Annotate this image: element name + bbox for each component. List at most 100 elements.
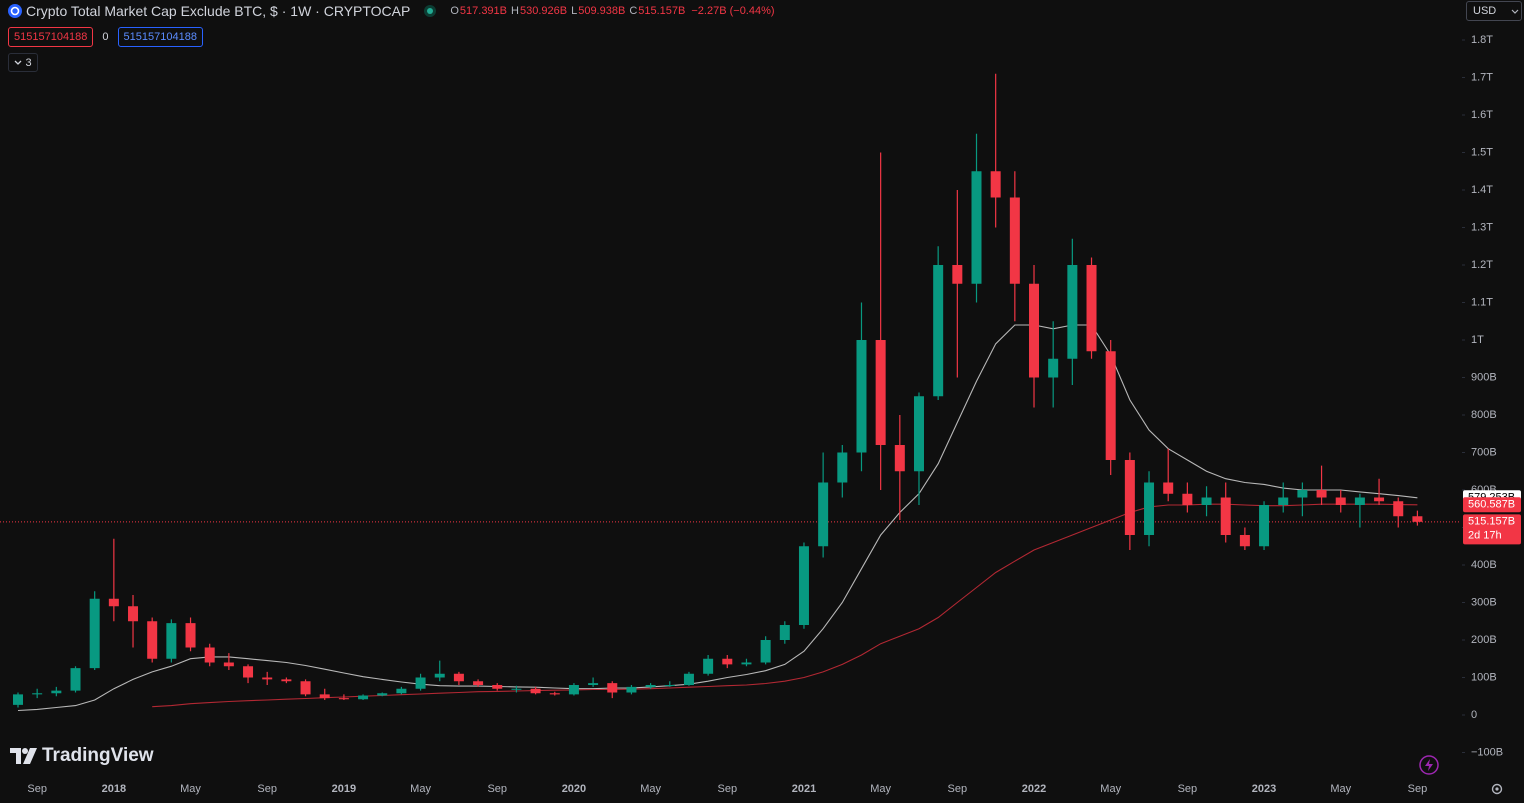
ohlc-key: O bbox=[450, 5, 459, 17]
lightning-button[interactable] bbox=[1419, 755, 1439, 775]
x-tick-label: 2020 bbox=[562, 783, 586, 795]
candle-body bbox=[722, 658, 733, 665]
input-box[interactable]: 515157104188 bbox=[117, 27, 203, 47]
input-value: 0 bbox=[102, 31, 109, 43]
x-tick-label: May bbox=[1330, 783, 1351, 795]
symbol-title[interactable]: Crypto Total Market Cap Exclude BTC, $ ·… bbox=[26, 3, 411, 19]
y-tick-label: 1.2T bbox=[1471, 259, 1493, 271]
candle-body bbox=[568, 684, 579, 695]
ohlc-value: 515.157B bbox=[638, 5, 686, 17]
y-tick-label: 1.6T bbox=[1471, 109, 1493, 121]
y-tick-label: 1.8T bbox=[1471, 34, 1493, 46]
candle-body bbox=[1009, 197, 1020, 284]
candle-body bbox=[51, 690, 62, 694]
x-tick-label: 2022 bbox=[1022, 783, 1046, 795]
candle-body bbox=[818, 482, 829, 547]
candle-body bbox=[377, 693, 388, 696]
candle-body bbox=[1335, 497, 1346, 505]
collapse-count: 3 bbox=[25, 56, 32, 69]
indicator-collapse[interactable]: 3 bbox=[8, 53, 38, 72]
x-tick-label: May bbox=[1100, 783, 1121, 795]
candle-body bbox=[856, 340, 867, 453]
y-tick-label: 1.1T bbox=[1471, 296, 1493, 308]
y-tick-label: 1.3T bbox=[1471, 221, 1493, 233]
price-tag bbox=[1463, 497, 1521, 513]
candle-body bbox=[1259, 504, 1270, 547]
candle-body bbox=[933, 265, 944, 397]
input-box[interactable]: 515157104188 bbox=[8, 27, 94, 47]
x-tick-label: Sep bbox=[487, 783, 507, 795]
candle-body bbox=[358, 695, 369, 700]
x-tick-label: Sep bbox=[1408, 783, 1428, 795]
y-tick-label: 1.7T bbox=[1471, 71, 1493, 83]
candle-body bbox=[913, 396, 924, 472]
candle-body bbox=[1412, 516, 1423, 522]
candle-body bbox=[703, 658, 714, 674]
candle-body bbox=[779, 624, 790, 640]
candle-body bbox=[530, 688, 541, 694]
candle-body bbox=[1048, 358, 1059, 378]
candle-body bbox=[1297, 489, 1308, 498]
candle-body bbox=[453, 673, 464, 682]
candle-body bbox=[223, 662, 234, 667]
countdown: 2d 17h bbox=[1468, 530, 1502, 542]
y-tick-label: 300B bbox=[1471, 596, 1497, 608]
candle-body bbox=[1354, 497, 1365, 505]
candle-body bbox=[243, 666, 254, 678]
x-tick-label: 2023 bbox=[1252, 783, 1276, 795]
candle-body bbox=[415, 677, 426, 689]
settings-button[interactable] bbox=[1490, 782, 1504, 796]
candle-body bbox=[319, 694, 330, 699]
candle-body bbox=[875, 340, 886, 445]
candle-body bbox=[70, 668, 81, 691]
candle-body bbox=[1086, 265, 1097, 352]
candle-body bbox=[147, 621, 158, 659]
legend-header: Crypto Total Market Cap Exclude BTC, $ ·… bbox=[8, 2, 775, 20]
x-tick-label: Sep bbox=[257, 783, 277, 795]
currency-select[interactable]: USD bbox=[1466, 1, 1522, 21]
candle-body bbox=[1374, 497, 1385, 502]
candle-body bbox=[511, 688, 522, 690]
candle-body bbox=[1201, 497, 1212, 505]
candle-body bbox=[1124, 459, 1135, 535]
ohlc-key: H bbox=[511, 5, 519, 17]
x-tick-label: Sep bbox=[27, 783, 47, 795]
candle-body bbox=[990, 171, 1001, 198]
chevron bbox=[1511, 9, 1519, 14]
candle-body bbox=[664, 684, 675, 686]
ohlc-key: C bbox=[629, 5, 638, 17]
y-tick-label: 200B bbox=[1471, 634, 1497, 646]
logo: TradingView bbox=[10, 745, 154, 767]
candle-body bbox=[645, 684, 656, 687]
candle-body bbox=[1144, 482, 1155, 535]
candle-body bbox=[166, 623, 177, 659]
candle-body bbox=[1393, 501, 1404, 517]
x-tick-label: May bbox=[410, 783, 431, 795]
candle-body bbox=[1182, 493, 1193, 505]
candle-body bbox=[108, 598, 119, 607]
y-tick-label: 700B bbox=[1471, 446, 1497, 458]
candle-body bbox=[741, 662, 752, 665]
y-tick-label: 100B bbox=[1471, 671, 1497, 683]
candle-body bbox=[262, 677, 273, 680]
candle-body bbox=[971, 171, 982, 284]
candle-body bbox=[798, 546, 809, 625]
market-status[interactable] bbox=[424, 5, 437, 17]
currency: USD bbox=[1473, 5, 1497, 17]
x-tick-label: 2021 bbox=[792, 783, 816, 795]
symbol-icon bbox=[8, 4, 22, 18]
y-tick-label: 1.5T bbox=[1471, 146, 1493, 158]
y-tick-label: 900B bbox=[1471, 371, 1497, 383]
candle-body bbox=[1220, 497, 1231, 535]
candle-body bbox=[473, 681, 484, 685]
ohlc-value: 517.391B bbox=[459, 5, 508, 17]
candle-body bbox=[32, 693, 43, 695]
candle-body bbox=[837, 452, 848, 483]
change: −2.27B (−0.44%) bbox=[691, 5, 775, 17]
x-tick-label: Sep bbox=[1178, 783, 1198, 795]
x-tick-label: 2018 bbox=[102, 783, 126, 795]
x-tick-label: May bbox=[870, 783, 891, 795]
logo-text: TradingView bbox=[42, 745, 154, 766]
